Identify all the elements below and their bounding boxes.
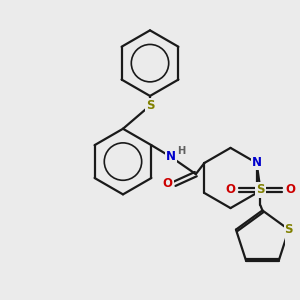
Text: O: O (285, 184, 295, 196)
Text: S: S (146, 99, 154, 112)
Text: S: S (256, 184, 265, 196)
Text: O: O (226, 184, 236, 196)
Text: O: O (163, 177, 172, 190)
Text: S: S (285, 223, 293, 236)
Text: H: H (177, 146, 186, 156)
Text: N: N (166, 150, 176, 163)
Text: N: N (252, 156, 262, 170)
